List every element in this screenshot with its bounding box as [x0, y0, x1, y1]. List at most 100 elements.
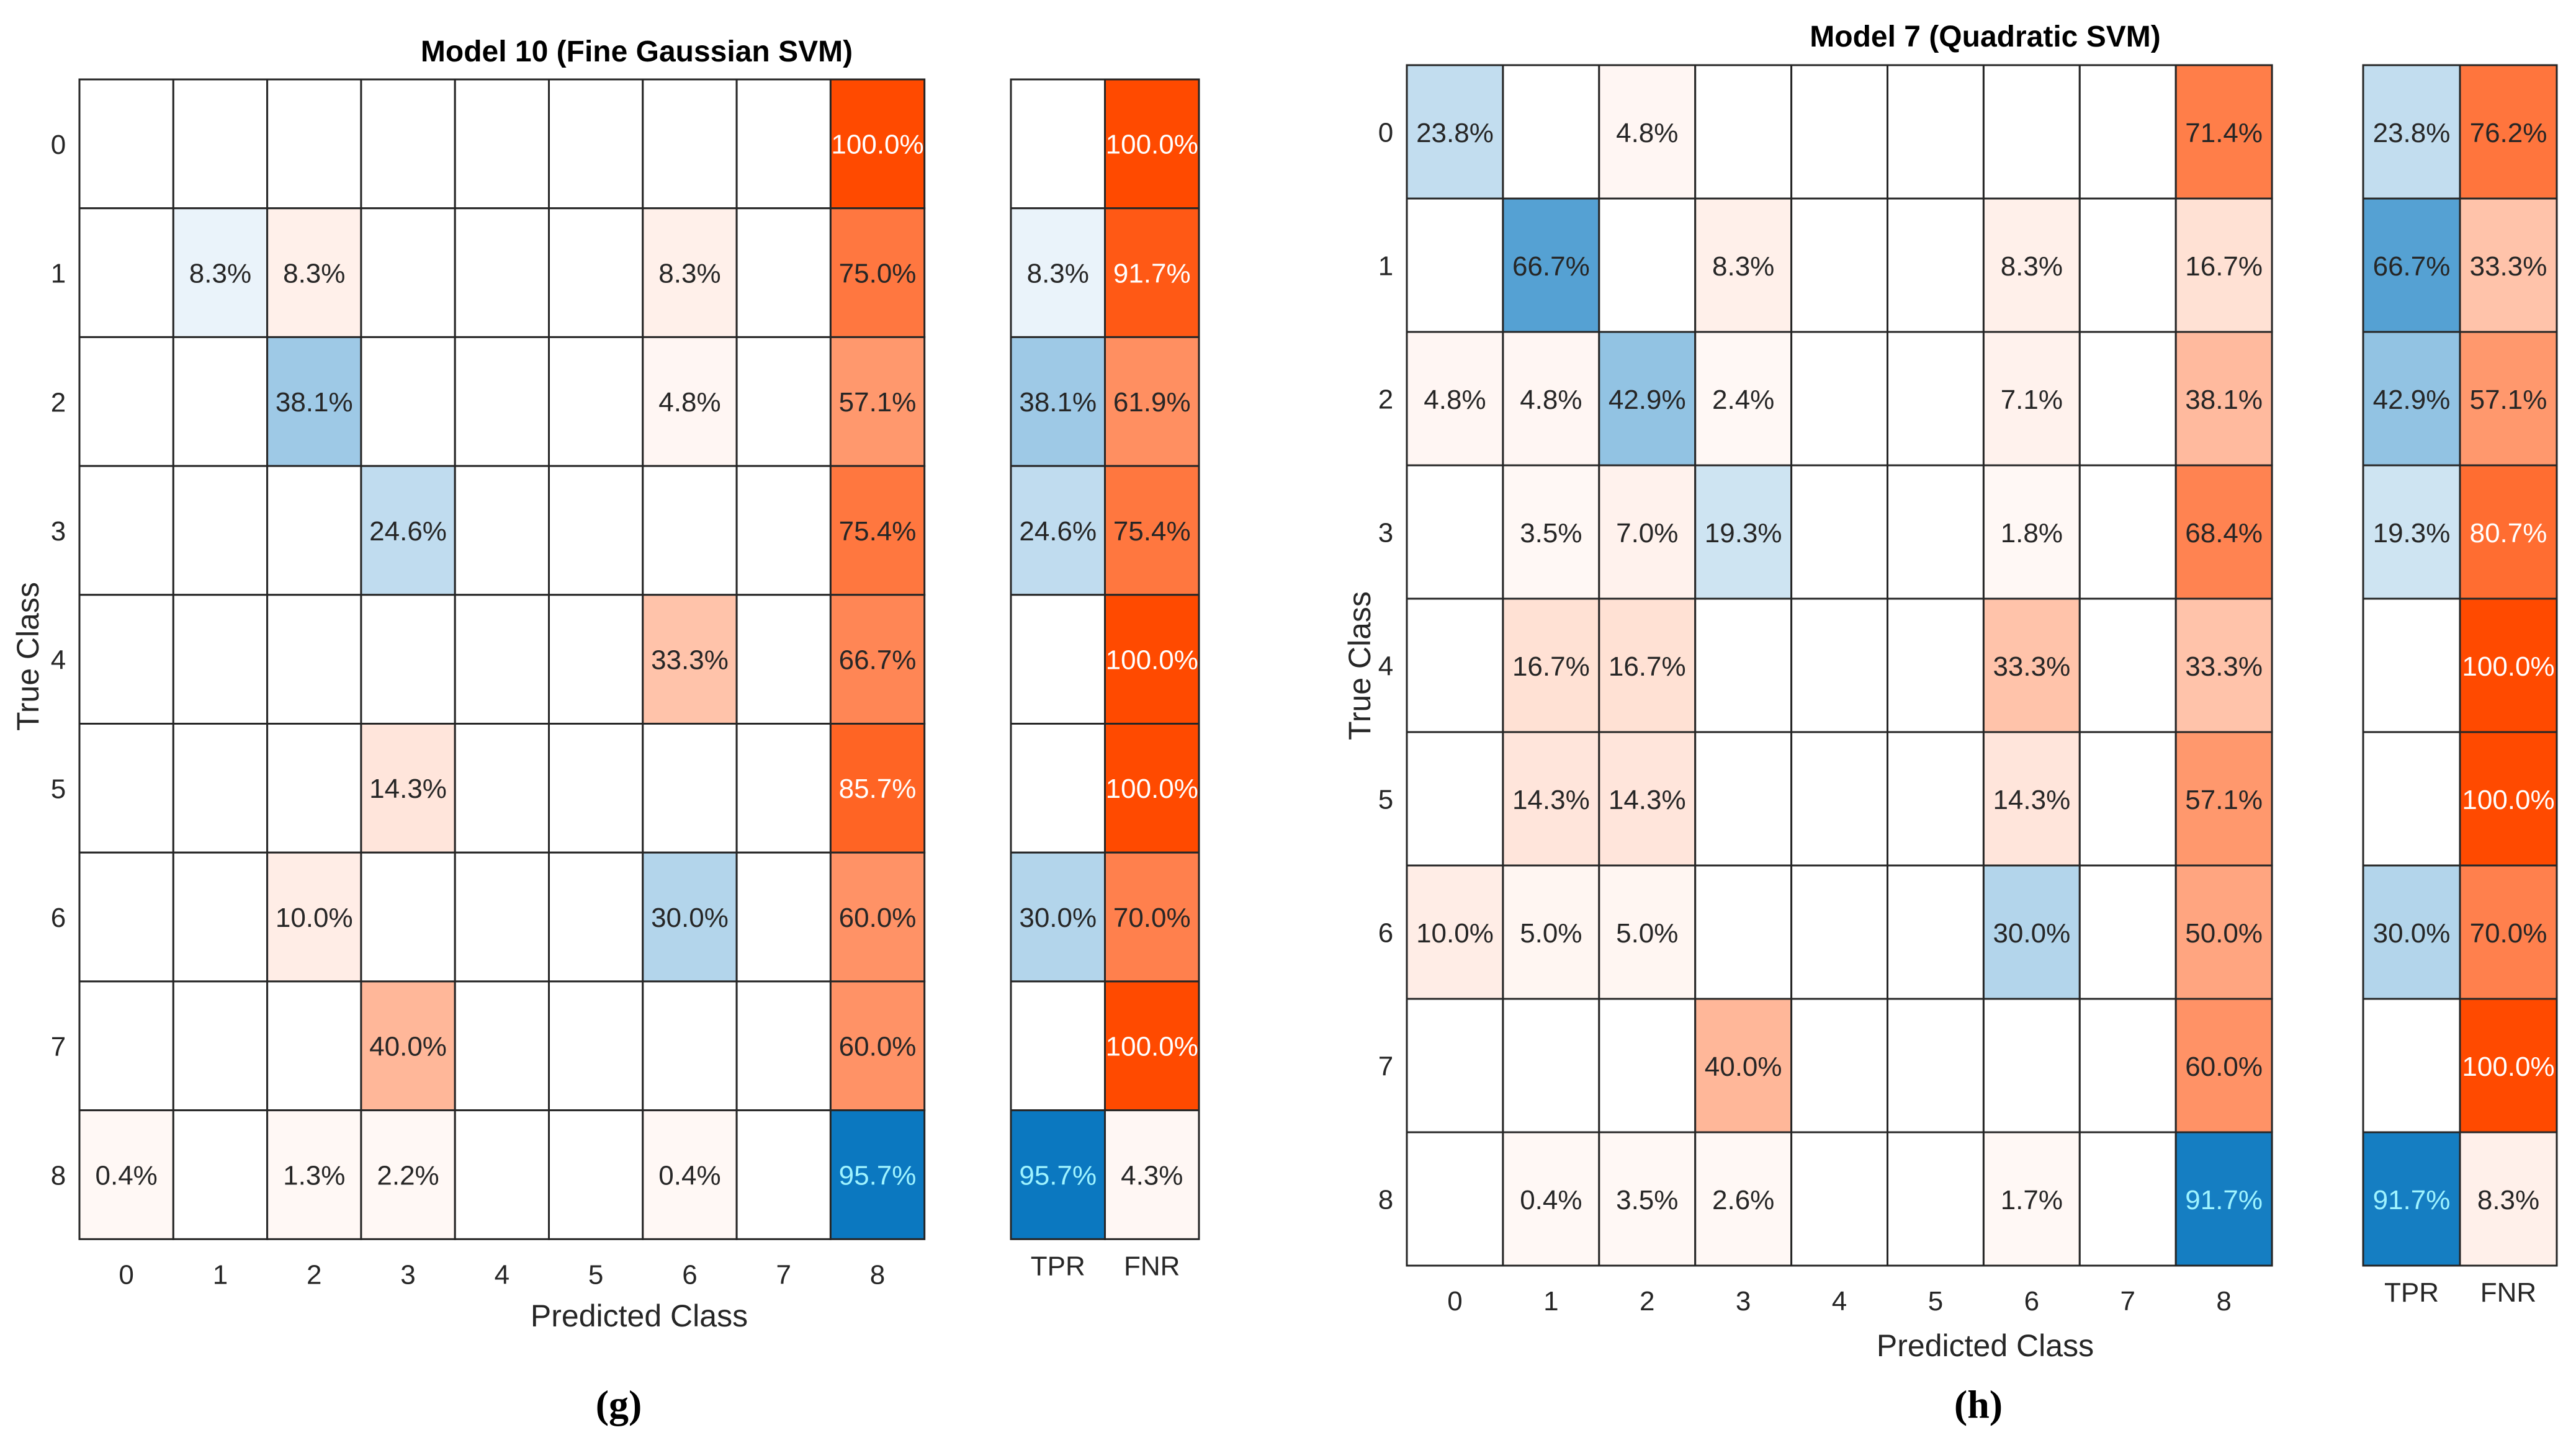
x-tick-label: 2: [307, 1259, 321, 1290]
matrix-cell: [2174, 1131, 2273, 1267]
cell-value-label: 2.4%: [1712, 385, 1774, 415]
matrix-cell: [548, 1109, 644, 1240]
y-tick-label: 0: [1378, 118, 1393, 148]
tpr-cell: [1010, 980, 1106, 1112]
fnr-cell: [1104, 465, 1200, 596]
panel-caption: (g): [596, 1382, 642, 1426]
cell-value-label: 10.0%: [1416, 918, 1494, 949]
matrix-cell: [454, 207, 550, 338]
matrix-cell: [1694, 597, 1793, 733]
y-axis-label: True Class: [11, 582, 45, 731]
matrix-cell: [1790, 1131, 1889, 1267]
matrix-cell: [1982, 864, 2081, 1000]
matrix-cell: [1598, 864, 1697, 1000]
matrix-cell: [1502, 1131, 1600, 1267]
matrix-cell: [360, 851, 456, 983]
matrix-cell: [1406, 464, 1504, 600]
matrix-cell: [642, 1109, 738, 1240]
fnr-value-label: 4.3%: [1121, 1160, 1183, 1191]
matrix-cell: [78, 465, 174, 596]
cell-value-label: 75.0%: [839, 258, 917, 288]
matrix-cell: [1887, 64, 1985, 200]
cell-value-label: 16.7%: [1609, 651, 1686, 682]
matrix-cell: [1982, 998, 2081, 1133]
matrix-cell: [1598, 464, 1697, 600]
matrix-cell: [1982, 597, 2081, 733]
matrix-cell: [2078, 864, 2177, 1000]
matrix-cell: [266, 1109, 362, 1240]
cell-value-label: 10.0%: [276, 903, 353, 933]
y-tick-label: 4: [1378, 651, 1393, 682]
tpr-value-label: 66.7%: [2373, 251, 2451, 282]
fnr-value-label: 61.9%: [1113, 387, 1191, 418]
fnr-value-label: 75.4%: [1113, 516, 1191, 547]
cell-value-label: 16.7%: [2185, 251, 2263, 282]
matrix-cell: [266, 465, 362, 596]
x-tick-label: 6: [682, 1259, 697, 1290]
matrix-cells: 100.0% 8.3% 8.3% 8.3% 75.0% 38.1% 4.8% 57.1% 24.…: [78, 78, 926, 1240]
y-tick-label: 5: [51, 774, 66, 804]
matrix-cell: [1694, 864, 1793, 1000]
cell-value-label: 91.7%: [2185, 1185, 2263, 1215]
cell-value-label: 4.8%: [658, 387, 720, 418]
matrix-cell: [642, 723, 738, 854]
matrix-cell: [735, 723, 832, 854]
matrix-cell: [1790, 197, 1889, 333]
summary-column-label: FNR: [2480, 1277, 2536, 1308]
fnr-cell: [1104, 980, 1200, 1112]
y-tick-labels: 0 1 2 3 4 5 6 7 8: [1378, 118, 1393, 1215]
matrix-cell: [1790, 331, 1889, 467]
tpr-cell: [2362, 464, 2461, 600]
matrix-cell: [735, 336, 832, 467]
fnr-value-label: 100.0%: [1106, 645, 1198, 675]
matrix-cell: [829, 336, 926, 467]
confusion-matrix-panel-g: Model 10 (Fine Gaussian SVM) 100.0% 8.3% 8…: [11, 35, 1200, 1426]
matrix-cell: [266, 980, 362, 1112]
matrix-cell: [2078, 998, 2177, 1133]
matrix-cell: [78, 336, 174, 467]
matrix-cell: [735, 851, 832, 983]
cell-value-label: 3.5%: [1616, 1185, 1678, 1215]
fnr-value-label: 57.1%: [2470, 385, 2547, 415]
matrix-cell: [266, 723, 362, 854]
cell-value-label: 40.0%: [1705, 1052, 1782, 1082]
x-tick-label: 5: [1928, 1286, 1943, 1317]
tpr-cell: [1010, 723, 1106, 854]
matrix-cell: [2078, 464, 2177, 600]
x-tick-label: 7: [776, 1259, 791, 1290]
cell-value-label: 57.1%: [2185, 785, 2263, 815]
matrix-cell: [642, 465, 738, 596]
cell-value-label: 3.5%: [1520, 518, 1582, 548]
cell-value-label: 8.3%: [189, 258, 251, 288]
tpr-cell: [1010, 78, 1106, 210]
x-axis-label: Predicted Class: [1877, 1328, 2094, 1363]
matrix-cell: [78, 980, 174, 1112]
matrix-cell: [1790, 864, 1889, 1000]
matrix-cell: [1502, 864, 1600, 1000]
matrix-cell: [548, 465, 644, 596]
cell-value-label: 60.0%: [839, 903, 917, 933]
fnr-cell: [1104, 723, 1200, 854]
fnr-value-label: 100.0%: [1106, 130, 1198, 160]
tpr-value-label: 19.3%: [2373, 518, 2451, 548]
matrix-cell: [735, 594, 832, 725]
matrix-cell: [2078, 64, 2177, 200]
cell-value-label: 4.8%: [1424, 385, 1486, 415]
tpr-value-label: 91.7%: [2373, 1185, 2451, 1215]
matrix-cell: [1406, 998, 1504, 1133]
x-axis-label: Predicted Class: [531, 1299, 748, 1333]
matrix-cell: [829, 851, 926, 983]
x-tick-label: 1: [213, 1259, 228, 1290]
cell-value-label: 5.0%: [1520, 918, 1582, 949]
matrix-cell: [454, 336, 550, 467]
chart-title: Model 10 (Fine Gaussian SVM): [421, 35, 853, 68]
matrix-cell: [1887, 464, 1985, 600]
matrix-cell: [172, 336, 269, 467]
matrix-cell: [1598, 331, 1697, 467]
matrix-cell: [735, 980, 832, 1112]
cell-value-label: 8.3%: [2001, 251, 2063, 282]
cell-value-label: 100.0%: [831, 130, 923, 160]
cell-value-label: 8.3%: [1712, 251, 1774, 282]
cell-value-label: 24.6%: [369, 516, 447, 547]
